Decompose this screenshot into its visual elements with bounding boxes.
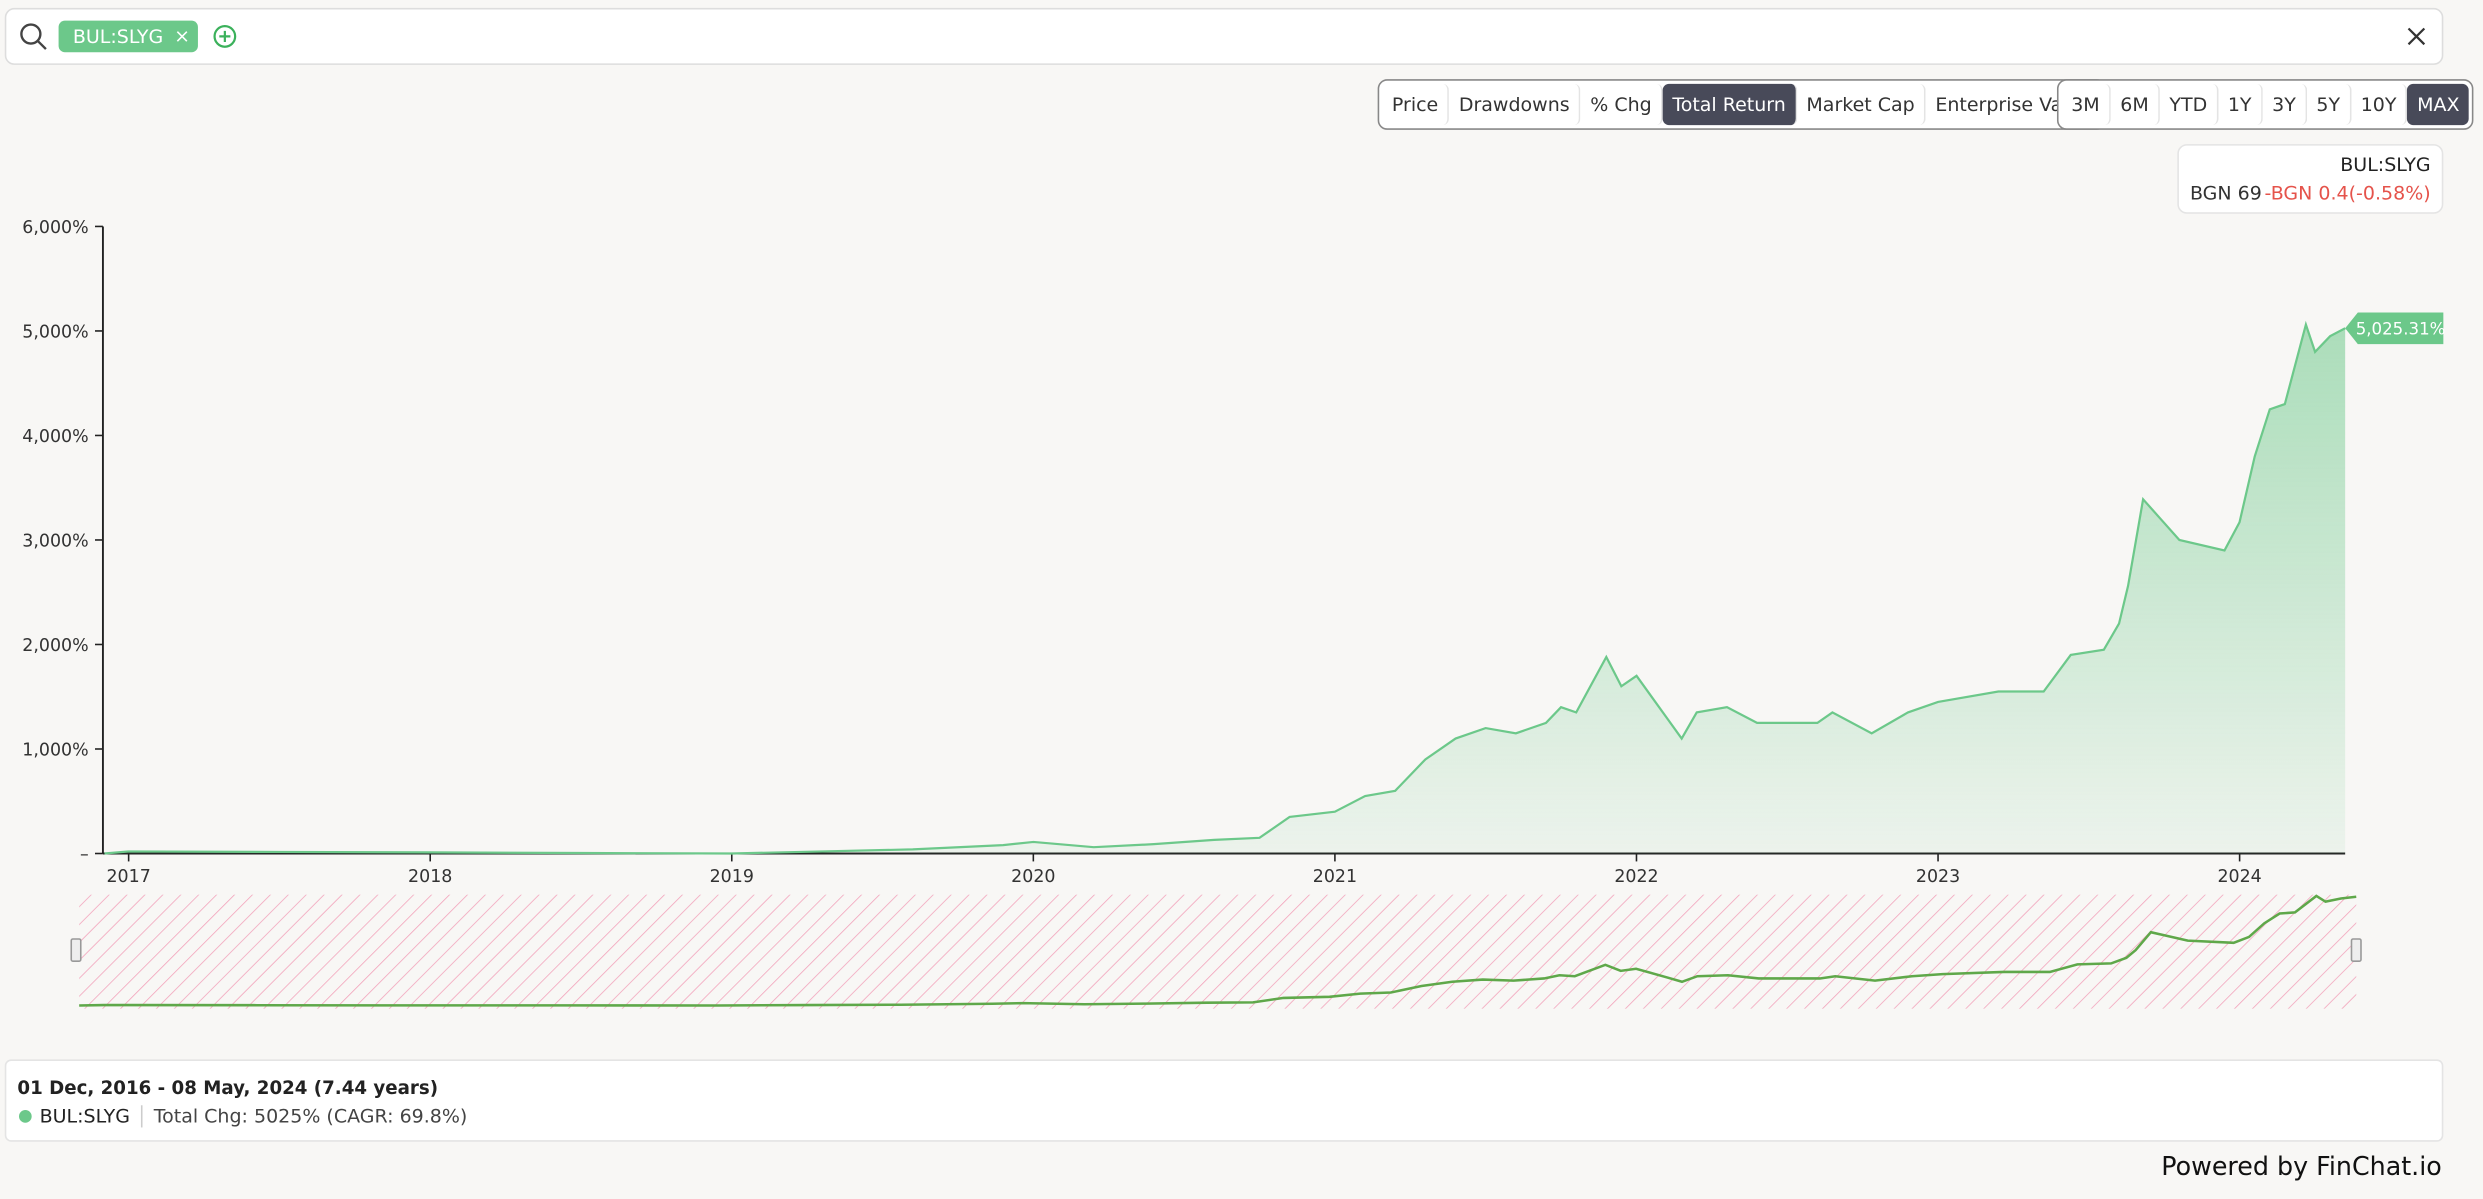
add-button[interactable] bbox=[211, 22, 240, 51]
x-tick-label: 2017 bbox=[106, 867, 150, 887]
x-tick-label: 2023 bbox=[1916, 867, 1960, 887]
toggle-button[interactable]: Market Cap bbox=[1797, 83, 1926, 126]
x-tick-label: 2024 bbox=[2217, 867, 2261, 887]
legend-dot bbox=[19, 1110, 32, 1123]
toggle-button[interactable]: 3Y bbox=[2263, 83, 2307, 126]
y-tick-label: 2,000% bbox=[22, 636, 88, 656]
chart: – 1,000% 2,000% 3,000% 4,000% 5,000% 6,000% 201… bbox=[22, 217, 2446, 1009]
y-tick-label: – bbox=[80, 845, 89, 865]
navigator-handle[interactable] bbox=[70, 938, 82, 962]
tag-remove[interactable] bbox=[176, 30, 189, 43]
toggle-button[interactable]: Price bbox=[1382, 83, 1450, 126]
total-change: Total Chg: 5025% (CAGR: 69.8%) bbox=[153, 1105, 468, 1128]
toggle-button[interactable]: 6M bbox=[2111, 83, 2160, 126]
legend-name: BUL:SLYG bbox=[40, 1105, 143, 1128]
end-label-bg bbox=[2345, 312, 2444, 345]
card-price: BGN 69 bbox=[2189, 182, 2262, 205]
toggle-button[interactable]: % Chg bbox=[1581, 83, 1663, 126]
navigator-window[interactable] bbox=[79, 894, 2357, 1009]
x-tick-label: 2022 bbox=[1614, 867, 1658, 887]
toggle-button[interactable]: MAX bbox=[2407, 83, 2470, 126]
toggle-button[interactable]: 5Y bbox=[2307, 83, 2352, 126]
summary-row: BUL:SLYG Total Chg: 5025% (CAGR: 69.8%) bbox=[19, 1105, 468, 1128]
toggle-button[interactable]: 1Y bbox=[2218, 83, 2263, 126]
area bbox=[104, 324, 2346, 854]
ticker-tag[interactable]: BUL:SLYG bbox=[58, 20, 199, 53]
toggle-button[interactable]: YTD bbox=[2160, 83, 2219, 126]
y-tick-label: 5,000% bbox=[22, 322, 88, 342]
clear-button[interactable] bbox=[2407, 27, 2426, 46]
y-tick-label: 3,000% bbox=[22, 531, 88, 551]
x-tick-label: 2018 bbox=[408, 867, 452, 887]
period-selector: 3M 6M YTD 1Y 3Y 5Y 10Y MAX bbox=[2056, 79, 2474, 130]
y-tick-label: 1,000% bbox=[22, 740, 88, 760]
date-range: 01 Dec, 2016 - 08 May, 2024 (7.44 years) bbox=[17, 1076, 439, 1099]
powered-by: Powered by FinChat.io bbox=[2161, 1151, 2442, 1182]
toggle-button[interactable]: 3M bbox=[2062, 83, 2111, 126]
x-tick-label: 2020 bbox=[1011, 867, 1055, 887]
search-bar[interactable]: BUL:SLYG bbox=[4, 7, 2444, 65]
toggle-button[interactable]: Enterprise Value bbox=[1935, 93, 2092, 116]
y-tick-label: 6,000% bbox=[22, 218, 88, 238]
tag-label: BUL:SLYG bbox=[72, 25, 164, 48]
y-tick-label: 4,000% bbox=[22, 427, 88, 447]
toggle-button[interactable]: Drawdowns bbox=[1449, 83, 1581, 126]
x-tick-label: 2021 bbox=[1313, 867, 1357, 887]
search-icon bbox=[20, 23, 47, 50]
toggle-button[interactable]: Total Return bbox=[1662, 83, 1797, 126]
metric-selector: Price Drawdowns% Chg Total Return Market Ca… bbox=[1377, 79, 2106, 130]
summary-panel: 01 Dec, 2016 - 08 May, 2024 (7.44 years)… bbox=[4, 1059, 2444, 1142]
navigator-line bbox=[79, 894, 2357, 1007]
toggle-button[interactable]: 10Y bbox=[2351, 83, 2408, 126]
card-ticker: BUL:SLYG bbox=[2340, 153, 2431, 176]
navigator-handle[interactable] bbox=[2350, 938, 2362, 962]
x-tick-label: 2019 bbox=[710, 867, 754, 887]
end-label: 5,025.31% bbox=[2356, 320, 2446, 339]
card-change: -BGN 0.4(-0.58%) bbox=[2264, 182, 2431, 205]
legend-card: BUL:SLYG BGN 69 -BGN 0.4(-0.58%) bbox=[2177, 144, 2444, 214]
line bbox=[104, 320, 2346, 855]
